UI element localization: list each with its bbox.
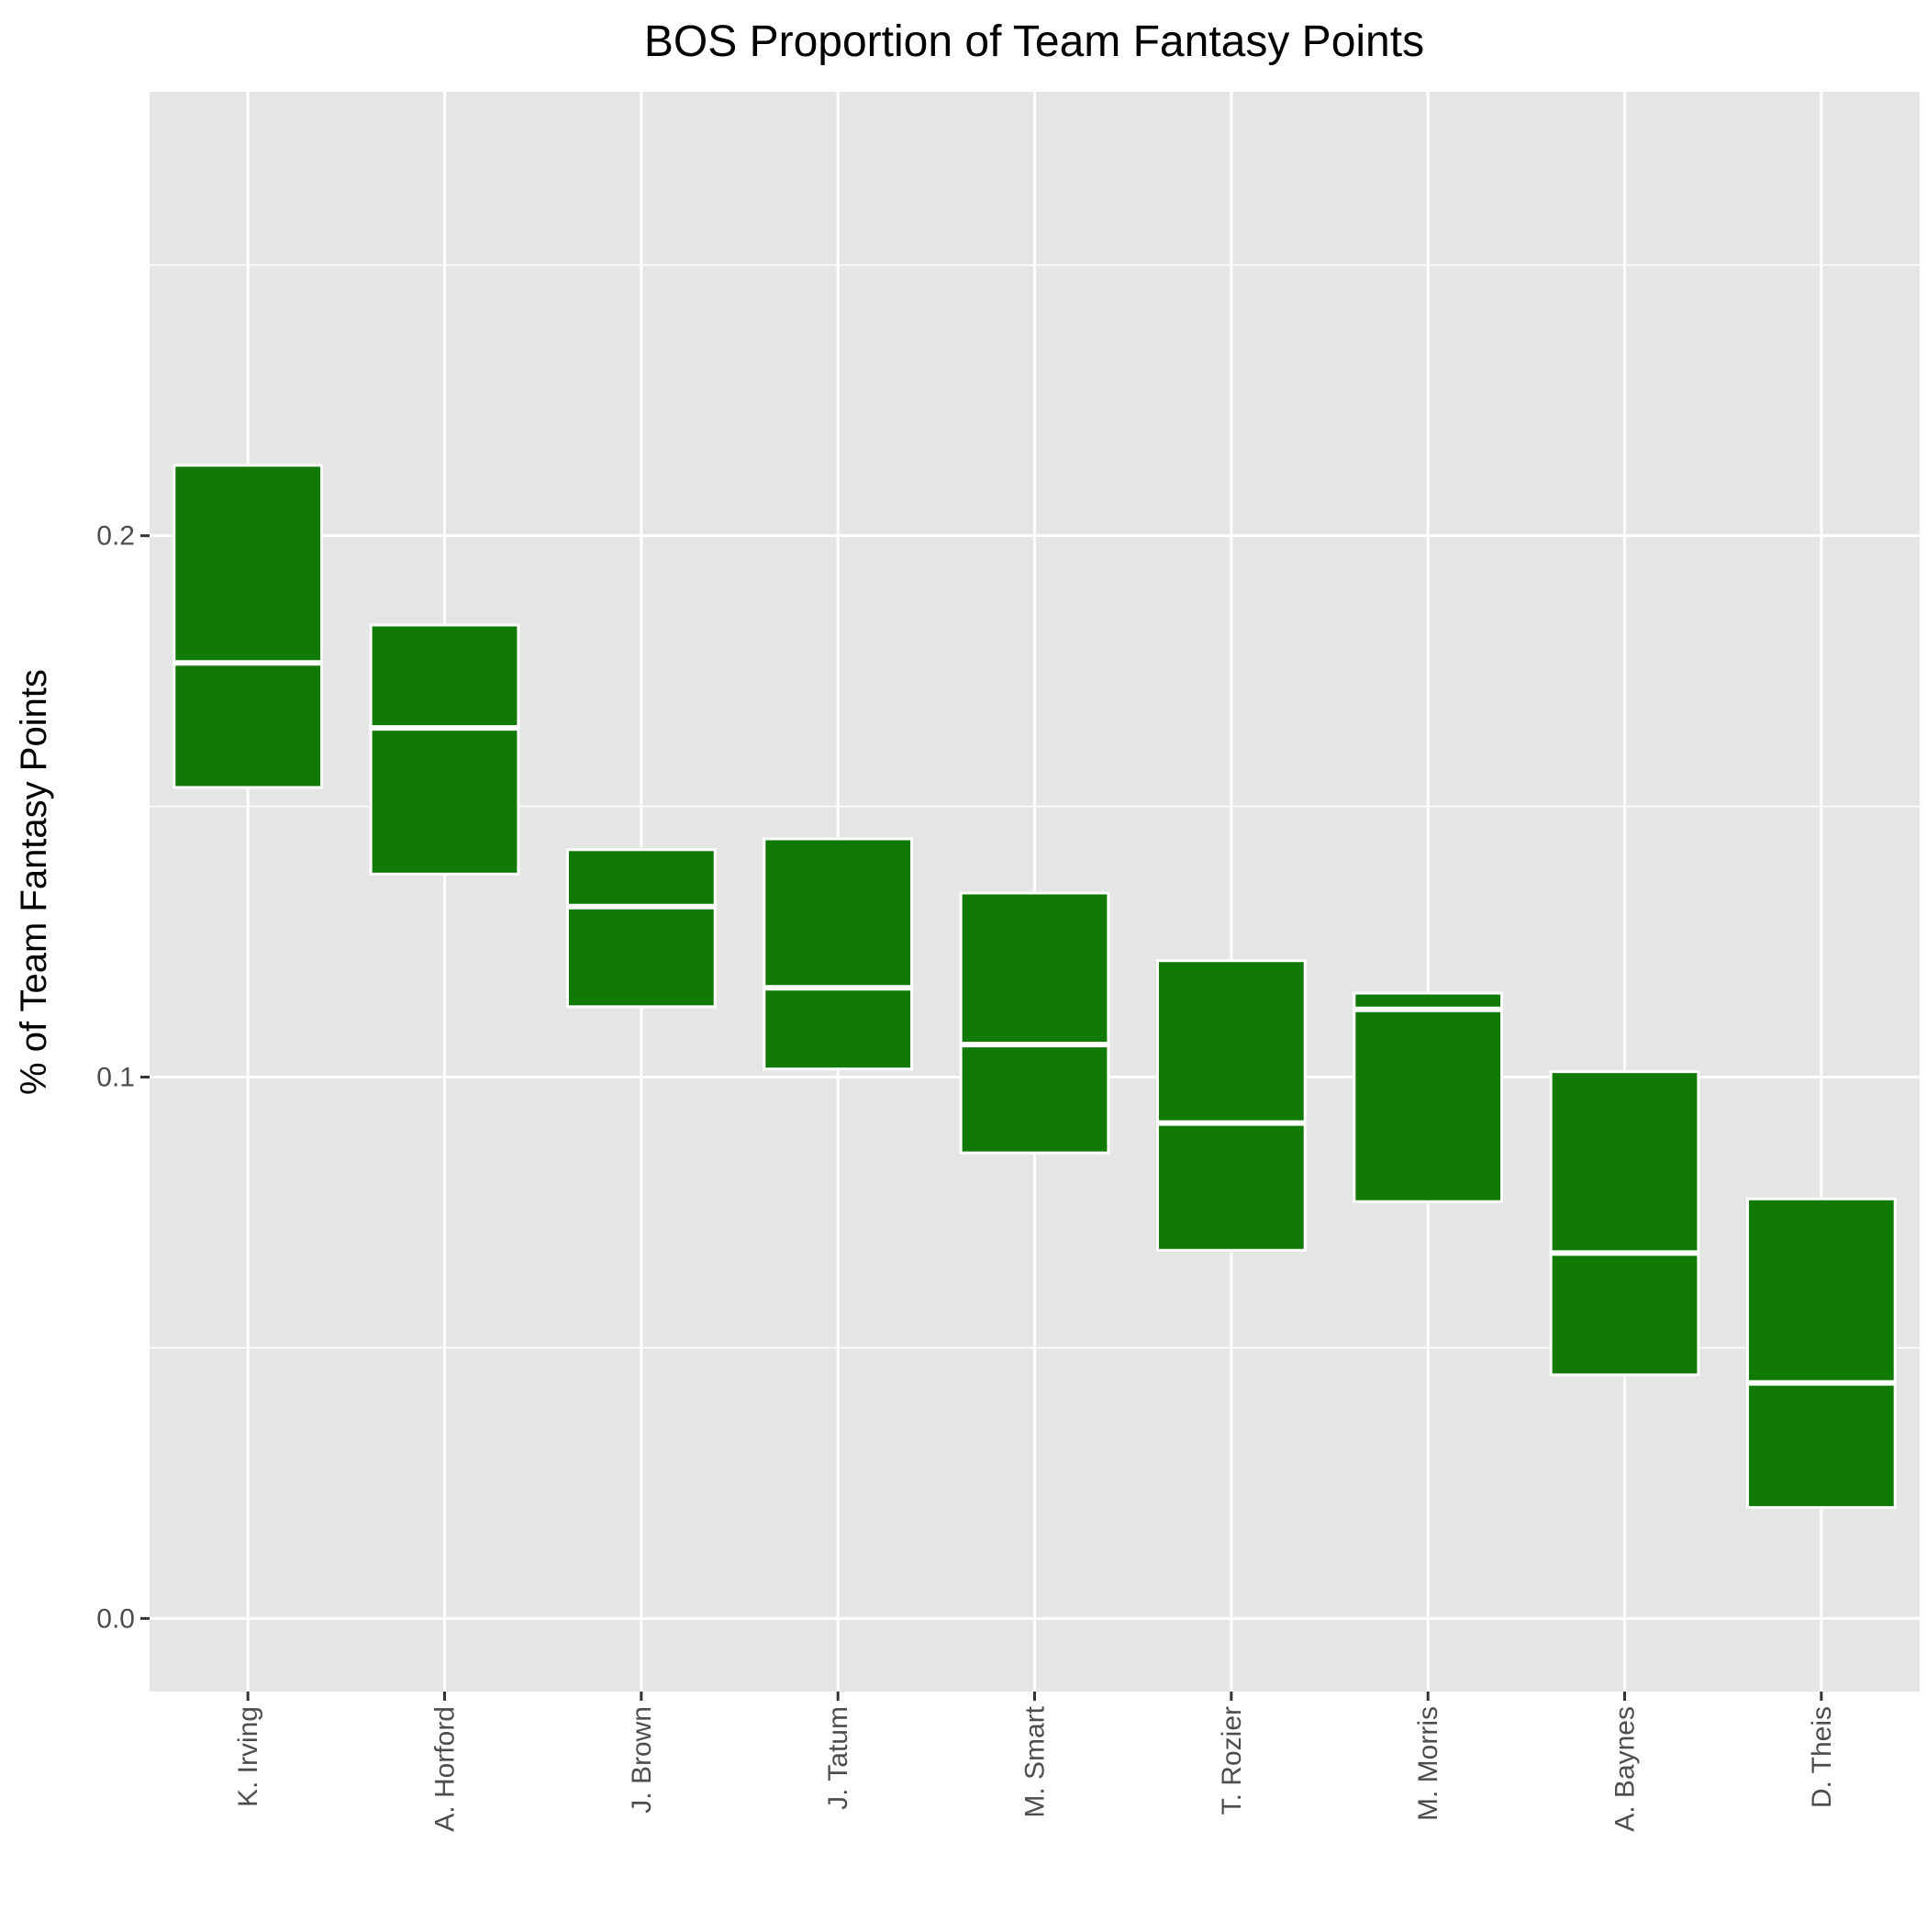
box-a-horford xyxy=(369,623,520,876)
x-tick-label: J. Brown xyxy=(627,1706,657,1814)
x-tick-label: M. Morris xyxy=(1413,1706,1443,1821)
plot-panel xyxy=(150,92,1920,1692)
box-body xyxy=(1353,991,1504,1203)
box-j-brown xyxy=(565,848,717,1009)
box-body xyxy=(173,463,324,789)
box-t-rozier xyxy=(1155,959,1307,1252)
box-d-theis xyxy=(1745,1197,1897,1509)
box-m-smart xyxy=(959,891,1110,1155)
x-tick-label: M. Smart xyxy=(1020,1705,1051,1817)
y-tick-label: 0.0 xyxy=(96,1603,135,1634)
box-body xyxy=(763,837,914,1071)
box-body xyxy=(565,848,717,1009)
box-body xyxy=(369,623,520,876)
x-tick-label: K. Irving xyxy=(233,1706,263,1807)
box-m-morris xyxy=(1353,991,1504,1203)
box-body xyxy=(959,891,1110,1155)
x-tick-label: T. Rozier xyxy=(1217,1706,1247,1815)
y-tick-label: 0.1 xyxy=(96,1063,135,1093)
box-body xyxy=(1155,959,1307,1252)
box-body xyxy=(1745,1197,1897,1509)
y-axis: 0.0 0.1 0.2 xyxy=(96,521,150,1634)
x-tick-label: A. Baynes xyxy=(1610,1706,1641,1832)
box-a-baynes xyxy=(1549,1070,1700,1377)
box-j-tatum xyxy=(763,837,914,1071)
box-k-irving xyxy=(173,463,324,789)
y-tick-label: 0.2 xyxy=(96,521,135,552)
y-axis-title: % of Team Fantasy Points xyxy=(14,669,54,1095)
box-body xyxy=(1549,1070,1700,1377)
x-axis: K. Irving A. Horford J. Brown J. Tatum M. Sm… xyxy=(233,1692,1837,1832)
x-tick-label: D. Theis xyxy=(1807,1706,1837,1808)
chart-title: BOS Proportion of Team Fantasy Points xyxy=(644,17,1424,66)
x-tick-label: J. Tatum xyxy=(823,1706,853,1810)
x-tick-label: A. Horford xyxy=(430,1706,461,1832)
